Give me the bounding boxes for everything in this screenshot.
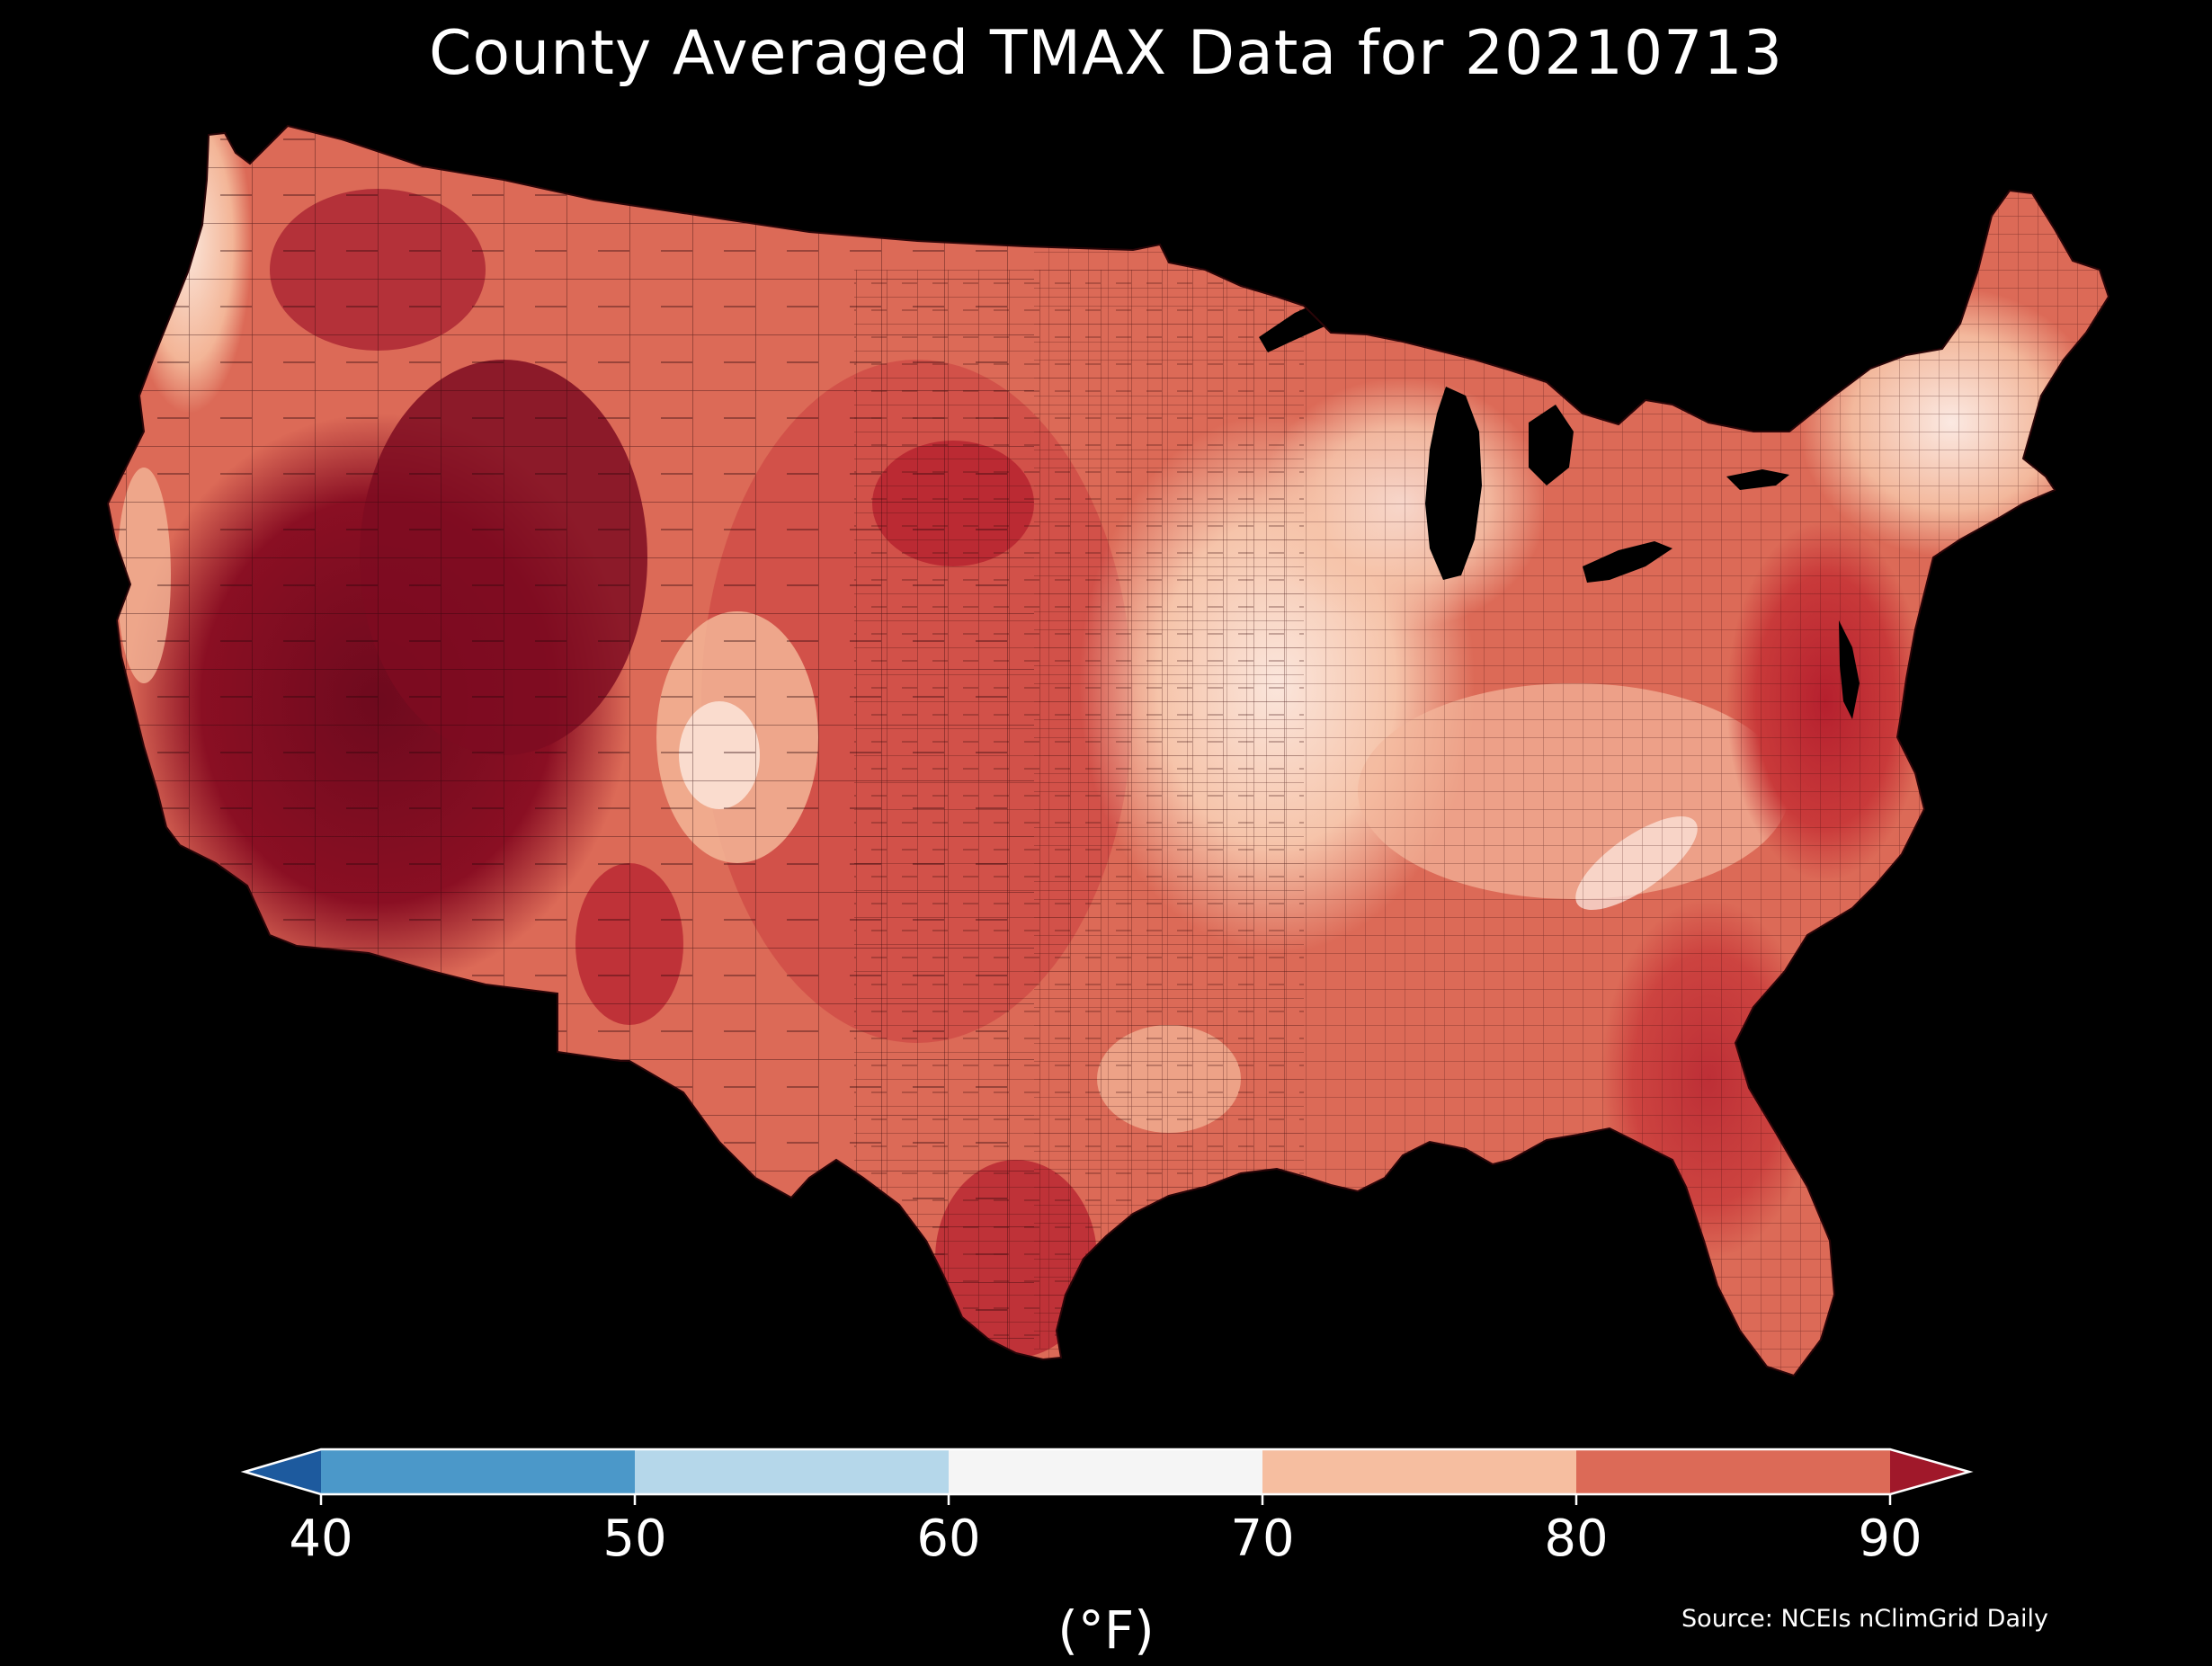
chesapeake-bay bbox=[1839, 620, 1860, 719]
lake-ontario bbox=[1726, 469, 1789, 490]
tick-label-80: 80 bbox=[1544, 1510, 1609, 1568]
great-lakes bbox=[1259, 286, 1860, 719]
colorbar-over-arrow bbox=[1890, 1449, 1969, 1494]
lake-erie bbox=[1583, 541, 1672, 583]
colorbar-under-arrow bbox=[245, 1449, 321, 1494]
colorbar-bin-80-90 bbox=[1576, 1449, 1890, 1494]
tick-label-40: 40 bbox=[289, 1510, 353, 1568]
colorbar-bin-40-50 bbox=[321, 1449, 635, 1494]
colorbar-bin-60-70 bbox=[949, 1449, 1262, 1494]
lake-superior bbox=[1259, 286, 1394, 352]
colorbar-unit-label: (°F) bbox=[1057, 1599, 1155, 1661]
tick-label-90: 90 bbox=[1858, 1510, 1922, 1568]
map-title: County Averaged TMAX Data for 20210713 bbox=[429, 18, 1783, 89]
lake-huron bbox=[1529, 405, 1574, 486]
tick-label-60: 60 bbox=[916, 1510, 981, 1568]
colorbar-tick-marks bbox=[319, 1494, 1892, 1505]
lake-michigan bbox=[1425, 387, 1482, 580]
colorbar-bin-70-80 bbox=[1262, 1449, 1576, 1494]
tick-label-50: 50 bbox=[602, 1510, 667, 1568]
colorbar-bin-50-60 bbox=[635, 1449, 949, 1494]
plains-county-boundaries bbox=[854, 270, 1304, 1349]
source-credit: Source: NCEIs nClimGrid Daily bbox=[1681, 1605, 2048, 1633]
tick-label-70: 70 bbox=[1230, 1510, 1295, 1568]
